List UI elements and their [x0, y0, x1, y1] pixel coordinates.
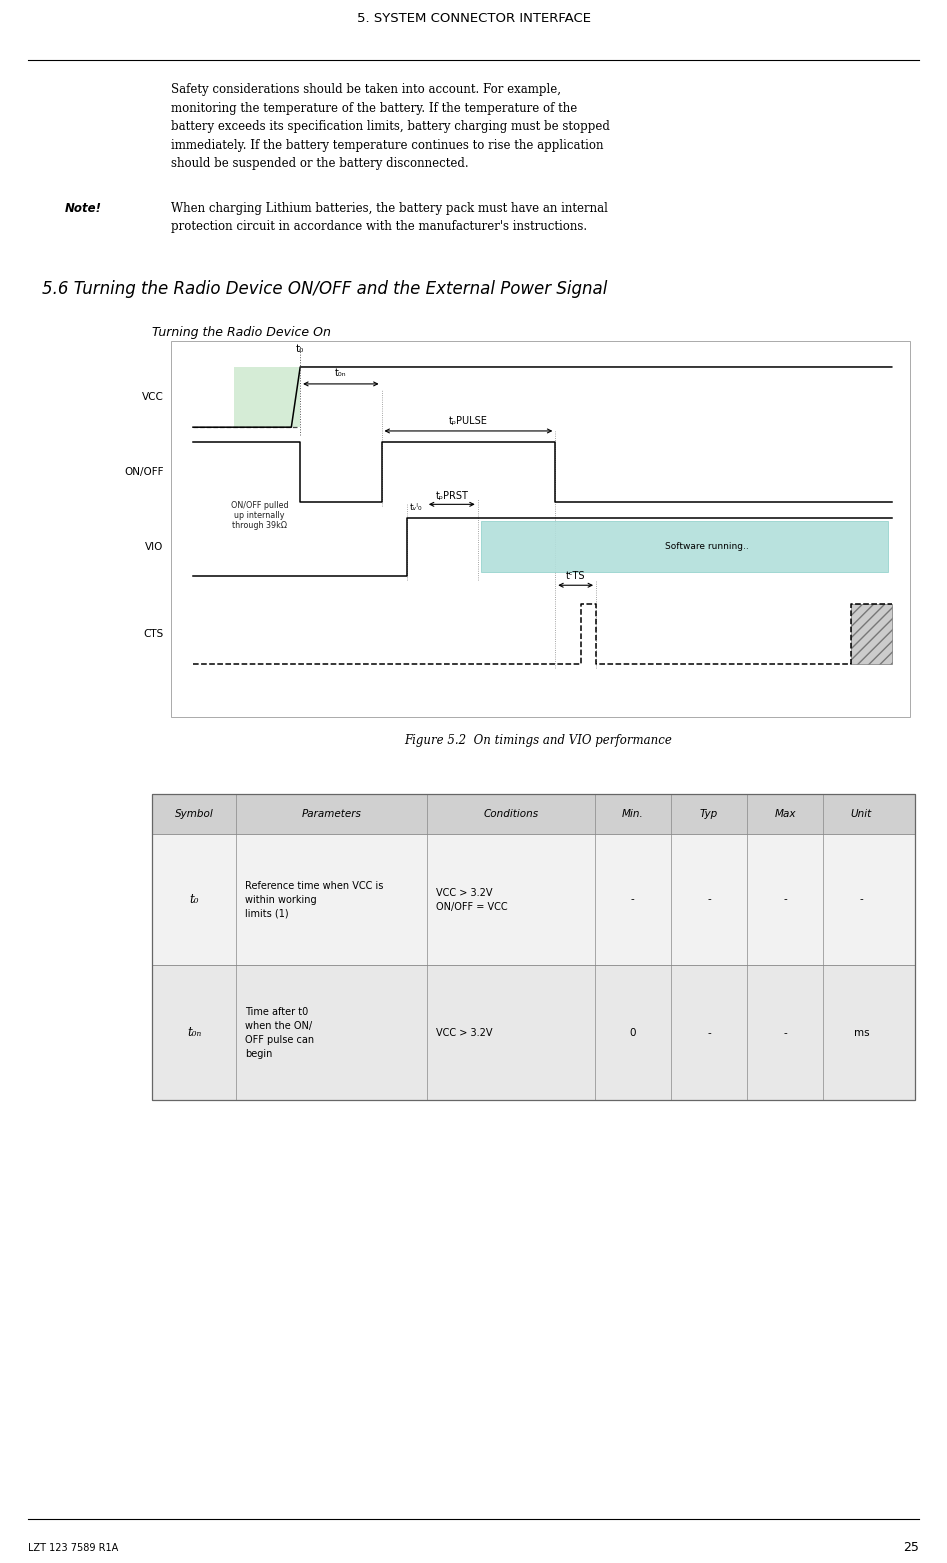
Text: 25: 25: [902, 1541, 919, 1555]
Bar: [481, 522, 888, 572]
Text: Time after t0
when the ON/
OFF pulse can
begin: Time after t0 when the ON/ OFF pulse can…: [245, 1007, 314, 1060]
Text: -: -: [631, 894, 634, 905]
Bar: [152, 966, 915, 1100]
Text: Min.: Min.: [622, 808, 644, 819]
Text: 5. SYSTEM CONNECTOR INTERFACE: 5. SYSTEM CONNECTOR INTERFACE: [356, 13, 591, 25]
Bar: [851, 603, 892, 664]
Text: Symbol: Symbol: [175, 808, 214, 819]
Text: Unit: Unit: [850, 808, 872, 819]
Text: VCC > 3.2V
ON/OFF = VCC: VCC > 3.2V ON/OFF = VCC: [436, 888, 508, 911]
Text: Figure 5.2  On timings and VIO performance: Figure 5.2 On timings and VIO performanc…: [404, 735, 672, 747]
Text: -: -: [783, 894, 787, 905]
Text: When charging Lithium batteries, the battery pack must have an internal
protecti: When charging Lithium batteries, the bat…: [170, 202, 608, 233]
Text: tₚPULSE: tₚPULSE: [449, 416, 488, 427]
Text: ON/OFF pulled
up internally
through 39kΩ: ON/OFF pulled up internally through 39kΩ: [231, 500, 288, 530]
Text: tₚPRST: tₚPRST: [436, 491, 468, 500]
Text: VCC: VCC: [141, 392, 164, 402]
Text: Typ: Typ: [700, 808, 718, 819]
Text: t₀ₙ: t₀ₙ: [188, 1027, 202, 1039]
Text: t₀: t₀: [296, 344, 304, 355]
Text: -: -: [860, 894, 864, 905]
Text: Parameters: Parameters: [302, 808, 362, 819]
Text: Software running..: Software running..: [665, 542, 749, 552]
Text: ms: ms: [853, 1028, 869, 1038]
Text: LZT 123 7589 R1A: LZT 123 7589 R1A: [28, 1543, 118, 1554]
Text: tᵥᴵ₀: tᵥᴵ₀: [410, 503, 422, 511]
Text: VIO: VIO: [145, 542, 164, 552]
Bar: [170, 341, 910, 717]
Text: 0: 0: [630, 1028, 636, 1038]
Bar: [234, 367, 300, 427]
Text: t₀ₙ: t₀ₙ: [335, 369, 347, 378]
Text: 5.6 Turning the Radio Device ON/OFF and the External Power Signal: 5.6 Turning the Radio Device ON/OFF and …: [43, 280, 608, 299]
Text: Note!: Note!: [65, 202, 102, 214]
Text: Conditions: Conditions: [483, 808, 538, 819]
Text: VCC > 3.2V: VCC > 3.2V: [436, 1028, 492, 1038]
Text: -: -: [707, 1028, 711, 1038]
Text: tᶜTS: tᶜTS: [566, 570, 585, 581]
Bar: [152, 833, 915, 966]
Text: Reference time when VCC is
within working
limits (1): Reference time when VCC is within workin…: [245, 880, 384, 919]
Bar: [152, 794, 915, 1100]
Text: Safety considerations should be taken into account. For example,
monitoring the : Safety considerations should be taken in…: [170, 83, 610, 170]
Text: -: -: [783, 1028, 787, 1038]
Text: t₀: t₀: [189, 892, 199, 907]
Text: ON/OFF: ON/OFF: [124, 467, 164, 477]
Text: CTS: CTS: [143, 630, 164, 639]
Text: -: -: [707, 894, 711, 905]
Text: Max: Max: [775, 808, 796, 819]
Bar: [152, 794, 915, 833]
Text: Turning the Radio Device On: Turning the Radio Device On: [152, 327, 331, 339]
